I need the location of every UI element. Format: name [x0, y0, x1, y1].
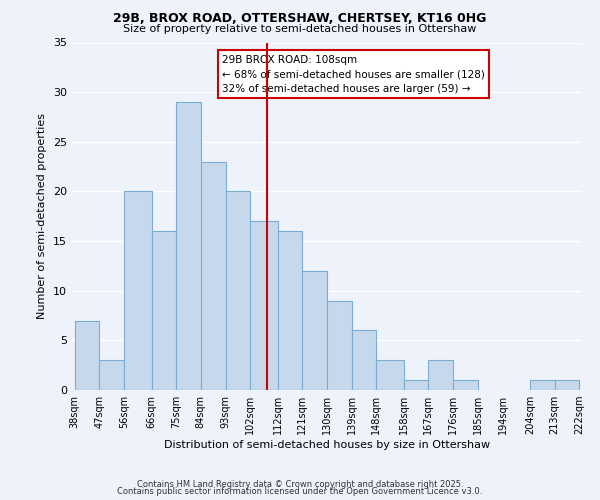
Y-axis label: Number of semi-detached properties: Number of semi-detached properties	[37, 114, 47, 320]
Bar	[352, 330, 376, 390]
Text: Size of property relative to semi-detached houses in Ottershaw: Size of property relative to semi-detach…	[124, 24, 476, 34]
Text: 29B BROX ROAD: 108sqm
← 68% of semi-detached houses are smaller (128)
32% of sem: 29B BROX ROAD: 108sqm ← 68% of semi-deta…	[223, 54, 485, 94]
Bar	[327, 300, 352, 390]
Bar	[530, 380, 554, 390]
Bar	[176, 102, 201, 390]
Bar	[152, 231, 176, 390]
Bar	[250, 221, 278, 390]
Text: 29B, BROX ROAD, OTTERSHAW, CHERTSEY, KT16 0HG: 29B, BROX ROAD, OTTERSHAW, CHERTSEY, KT1…	[113, 12, 487, 26]
Bar	[226, 192, 250, 390]
Bar	[302, 271, 327, 390]
Bar	[278, 231, 302, 390]
Bar	[100, 360, 124, 390]
Text: Contains public sector information licensed under the Open Government Licence v3: Contains public sector information licen…	[118, 488, 482, 496]
Bar	[75, 320, 100, 390]
Bar	[554, 380, 579, 390]
Text: Contains HM Land Registry data © Crown copyright and database right 2025.: Contains HM Land Registry data © Crown c…	[137, 480, 463, 489]
Bar	[453, 380, 478, 390]
Bar	[404, 380, 428, 390]
X-axis label: Distribution of semi-detached houses by size in Ottershaw: Distribution of semi-detached houses by …	[164, 440, 490, 450]
Bar	[201, 162, 226, 390]
Bar	[428, 360, 453, 390]
Bar	[124, 192, 152, 390]
Bar	[376, 360, 404, 390]
